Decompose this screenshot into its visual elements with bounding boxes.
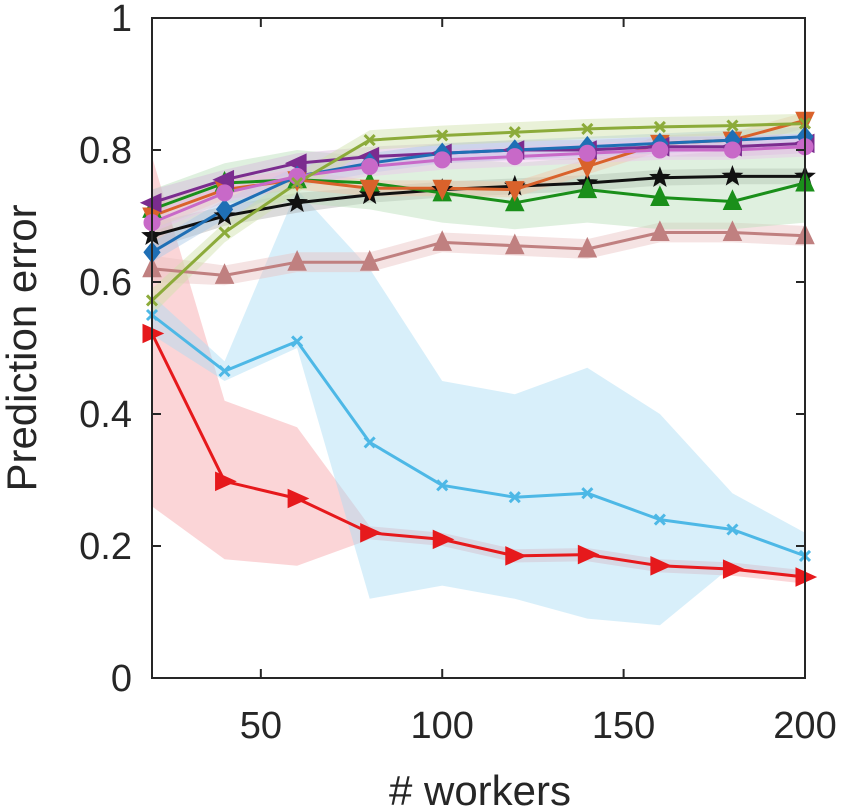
point-series-5 bbox=[577, 177, 598, 199]
y-tick-label: 0.8 bbox=[79, 130, 132, 172]
line-series-9 bbox=[151, 145, 806, 224]
point-series-9 bbox=[651, 141, 669, 159]
line-series-3 bbox=[151, 231, 806, 277]
y-axis-label: Prediction error bbox=[0, 204, 45, 491]
point-series-5 bbox=[722, 189, 743, 210]
plot-area-frame bbox=[151, 17, 806, 679]
point-series-3 bbox=[287, 250, 307, 271]
line-series-1 bbox=[150, 332, 806, 579]
y-tick-label: 1 bbox=[111, 0, 132, 40]
point-series-6 bbox=[359, 179, 380, 201]
point-series-4 bbox=[286, 191, 308, 213]
point-series-10 bbox=[436, 129, 449, 142]
point-series-1 bbox=[360, 523, 382, 543]
point-series-7 bbox=[212, 169, 235, 190]
point-series-3 bbox=[722, 220, 743, 241]
point-series-9 bbox=[578, 144, 596, 162]
y-tick-label: 0.2 bbox=[79, 526, 132, 568]
point-series-8 bbox=[215, 198, 234, 221]
point-series-1 bbox=[287, 488, 310, 509]
line-series-10 bbox=[150, 122, 806, 302]
point-series-3 bbox=[650, 220, 670, 241]
band-series-6 bbox=[152, 112, 805, 230]
point-series-10 bbox=[291, 176, 304, 190]
point-series-9 bbox=[433, 151, 451, 169]
series-lines bbox=[150, 118, 806, 579]
point-series-3 bbox=[504, 233, 525, 255]
point-series-10 bbox=[363, 134, 376, 147]
x-tick-label: 200 bbox=[773, 705, 836, 747]
point-series-3 bbox=[359, 250, 380, 271]
point-series-9 bbox=[216, 184, 234, 202]
band-series-5 bbox=[152, 143, 805, 230]
band-series-10 bbox=[152, 113, 805, 315]
point-series-1 bbox=[432, 529, 455, 550]
point-series-4 bbox=[721, 164, 744, 186]
point-series-1 bbox=[505, 546, 527, 566]
point-series-3 bbox=[432, 230, 453, 251]
point-series-9 bbox=[506, 148, 524, 166]
point-series-1 bbox=[215, 471, 237, 492]
point-series-9 bbox=[361, 158, 379, 175]
band-series-1 bbox=[152, 156, 805, 584]
x-tick-label: 50 bbox=[240, 705, 282, 747]
line-series-5 bbox=[151, 178, 806, 211]
band-series-3 bbox=[152, 222, 805, 286]
x-tick-label: 150 bbox=[592, 705, 655, 747]
band-series-2 bbox=[152, 189, 805, 626]
point-series-10 bbox=[653, 120, 666, 133]
point-series-3 bbox=[577, 236, 598, 258]
y-tick-label: 0.4 bbox=[79, 394, 132, 436]
point-series-9 bbox=[723, 141, 741, 159]
point-series-2 bbox=[291, 335, 304, 348]
point-series-2 bbox=[508, 491, 521, 504]
confidence-bands bbox=[152, 112, 805, 626]
point-series-6 bbox=[504, 181, 525, 202]
band-series-7 bbox=[152, 133, 805, 216]
point-series-1 bbox=[722, 559, 745, 579]
point-series-2 bbox=[218, 365, 231, 378]
point-series-1 bbox=[650, 556, 673, 576]
y-tick-label: 0 bbox=[111, 658, 132, 700]
point-series-10 bbox=[726, 119, 739, 132]
line-series-2 bbox=[151, 313, 806, 558]
y-tick-label: 0.6 bbox=[79, 262, 132, 304]
point-series-2 bbox=[363, 436, 376, 449]
point-series-10 bbox=[218, 226, 231, 239]
point-series-4 bbox=[649, 166, 671, 187]
point-series-6 bbox=[432, 179, 453, 201]
point-series-10 bbox=[581, 122, 594, 135]
point-series-2 bbox=[653, 513, 666, 526]
point-series-3 bbox=[214, 263, 235, 284]
x-tick-label: 100 bbox=[411, 705, 474, 747]
line-series-8 bbox=[151, 135, 806, 254]
x-axis-label: # workers bbox=[389, 767, 571, 812]
point-series-2 bbox=[581, 487, 594, 500]
point-series-10 bbox=[508, 126, 521, 139]
point-series-5 bbox=[650, 185, 670, 207]
point-series-2 bbox=[726, 523, 739, 536]
point-series-2 bbox=[436, 479, 449, 492]
point-series-1 bbox=[577, 544, 600, 565]
